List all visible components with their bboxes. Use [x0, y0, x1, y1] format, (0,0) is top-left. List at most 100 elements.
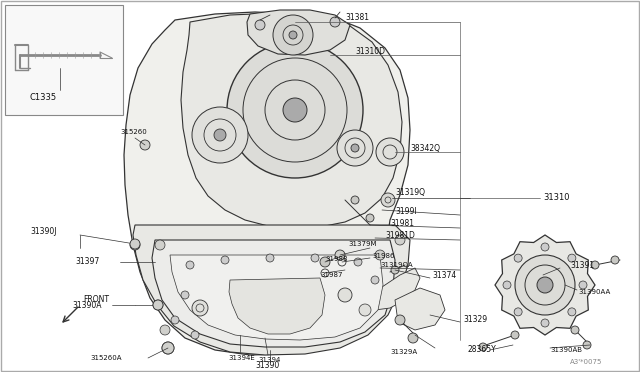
- Circle shape: [130, 239, 140, 249]
- Text: 31391: 31391: [570, 260, 594, 269]
- Circle shape: [338, 288, 352, 302]
- Circle shape: [395, 315, 405, 325]
- Text: C1335: C1335: [30, 93, 57, 103]
- Circle shape: [311, 254, 319, 262]
- Circle shape: [371, 276, 379, 284]
- Circle shape: [351, 144, 359, 152]
- Circle shape: [579, 281, 587, 289]
- Circle shape: [503, 281, 511, 289]
- Circle shape: [255, 20, 265, 30]
- Circle shape: [408, 333, 418, 343]
- Text: 31381: 31381: [345, 13, 369, 22]
- Polygon shape: [229, 278, 325, 334]
- Circle shape: [192, 107, 248, 163]
- Polygon shape: [133, 225, 410, 355]
- Text: 31319QA: 31319QA: [380, 262, 413, 268]
- Text: 31329: 31329: [463, 315, 487, 324]
- Circle shape: [186, 261, 194, 269]
- Text: 31390A: 31390A: [72, 301, 102, 310]
- Text: 31390AB: 31390AB: [550, 347, 582, 353]
- Polygon shape: [124, 12, 410, 355]
- Circle shape: [171, 316, 179, 324]
- Circle shape: [273, 15, 313, 55]
- Bar: [5, 5, 123, 115]
- Circle shape: [221, 256, 229, 264]
- Circle shape: [160, 325, 170, 335]
- Text: 31394E: 31394E: [228, 355, 255, 361]
- Circle shape: [395, 235, 405, 245]
- Polygon shape: [395, 288, 445, 330]
- Text: 31394: 31394: [258, 357, 280, 363]
- Circle shape: [155, 240, 165, 250]
- Text: 3199I: 3199I: [395, 206, 417, 215]
- Circle shape: [162, 342, 174, 354]
- Circle shape: [537, 277, 553, 293]
- Text: 31310: 31310: [543, 193, 570, 202]
- Circle shape: [514, 308, 522, 316]
- Polygon shape: [170, 255, 383, 340]
- Circle shape: [366, 214, 374, 222]
- Circle shape: [330, 17, 340, 27]
- Text: 31310D: 31310D: [355, 46, 385, 55]
- Circle shape: [266, 254, 274, 262]
- Circle shape: [192, 300, 208, 316]
- Circle shape: [514, 254, 522, 262]
- Text: 31329A: 31329A: [390, 349, 417, 355]
- Text: 31374: 31374: [432, 272, 456, 280]
- Circle shape: [479, 343, 487, 351]
- Text: 31390J: 31390J: [30, 228, 56, 237]
- Circle shape: [162, 342, 174, 354]
- Circle shape: [359, 304, 371, 316]
- Circle shape: [541, 243, 549, 251]
- Text: 31987: 31987: [320, 272, 342, 278]
- Text: FRONT: FRONT: [83, 295, 109, 305]
- Text: 31981D: 31981D: [385, 231, 415, 241]
- Circle shape: [568, 254, 576, 262]
- Circle shape: [130, 240, 140, 250]
- Circle shape: [351, 196, 359, 204]
- Text: 315260A: 315260A: [90, 355, 122, 361]
- Text: 31390: 31390: [255, 360, 279, 369]
- Circle shape: [320, 257, 330, 267]
- Text: 31986: 31986: [372, 253, 394, 259]
- Text: 31988: 31988: [325, 256, 348, 262]
- Polygon shape: [495, 235, 595, 335]
- Circle shape: [354, 258, 362, 266]
- Circle shape: [568, 308, 576, 316]
- Circle shape: [541, 319, 549, 327]
- Circle shape: [140, 140, 150, 150]
- Circle shape: [611, 256, 619, 264]
- Circle shape: [214, 129, 226, 141]
- Polygon shape: [370, 268, 420, 310]
- Circle shape: [511, 331, 519, 339]
- Text: A3'*0075: A3'*0075: [570, 359, 602, 365]
- Circle shape: [515, 255, 575, 315]
- Circle shape: [376, 138, 404, 166]
- Text: 28365Y: 28365Y: [468, 346, 497, 355]
- Text: 31390AA: 31390AA: [578, 289, 611, 295]
- Circle shape: [335, 250, 345, 260]
- Circle shape: [583, 341, 591, 349]
- Circle shape: [181, 291, 189, 299]
- Circle shape: [283, 98, 307, 122]
- Text: 31397: 31397: [75, 257, 99, 266]
- Circle shape: [375, 250, 385, 260]
- Text: 31379M: 31379M: [348, 241, 376, 247]
- Circle shape: [591, 261, 599, 269]
- Text: 315260: 315260: [120, 129, 147, 135]
- Text: 31319Q: 31319Q: [395, 189, 425, 198]
- Text: 38342Q: 38342Q: [410, 144, 440, 153]
- Circle shape: [337, 130, 373, 166]
- Circle shape: [391, 266, 399, 274]
- Circle shape: [571, 326, 579, 334]
- Circle shape: [153, 300, 163, 310]
- Circle shape: [153, 300, 163, 310]
- Polygon shape: [152, 240, 395, 347]
- Circle shape: [289, 31, 297, 39]
- Polygon shape: [181, 13, 402, 228]
- Circle shape: [227, 42, 363, 178]
- Polygon shape: [247, 10, 350, 55]
- Text: 31981: 31981: [390, 219, 414, 228]
- Circle shape: [191, 331, 199, 339]
- Circle shape: [381, 193, 395, 207]
